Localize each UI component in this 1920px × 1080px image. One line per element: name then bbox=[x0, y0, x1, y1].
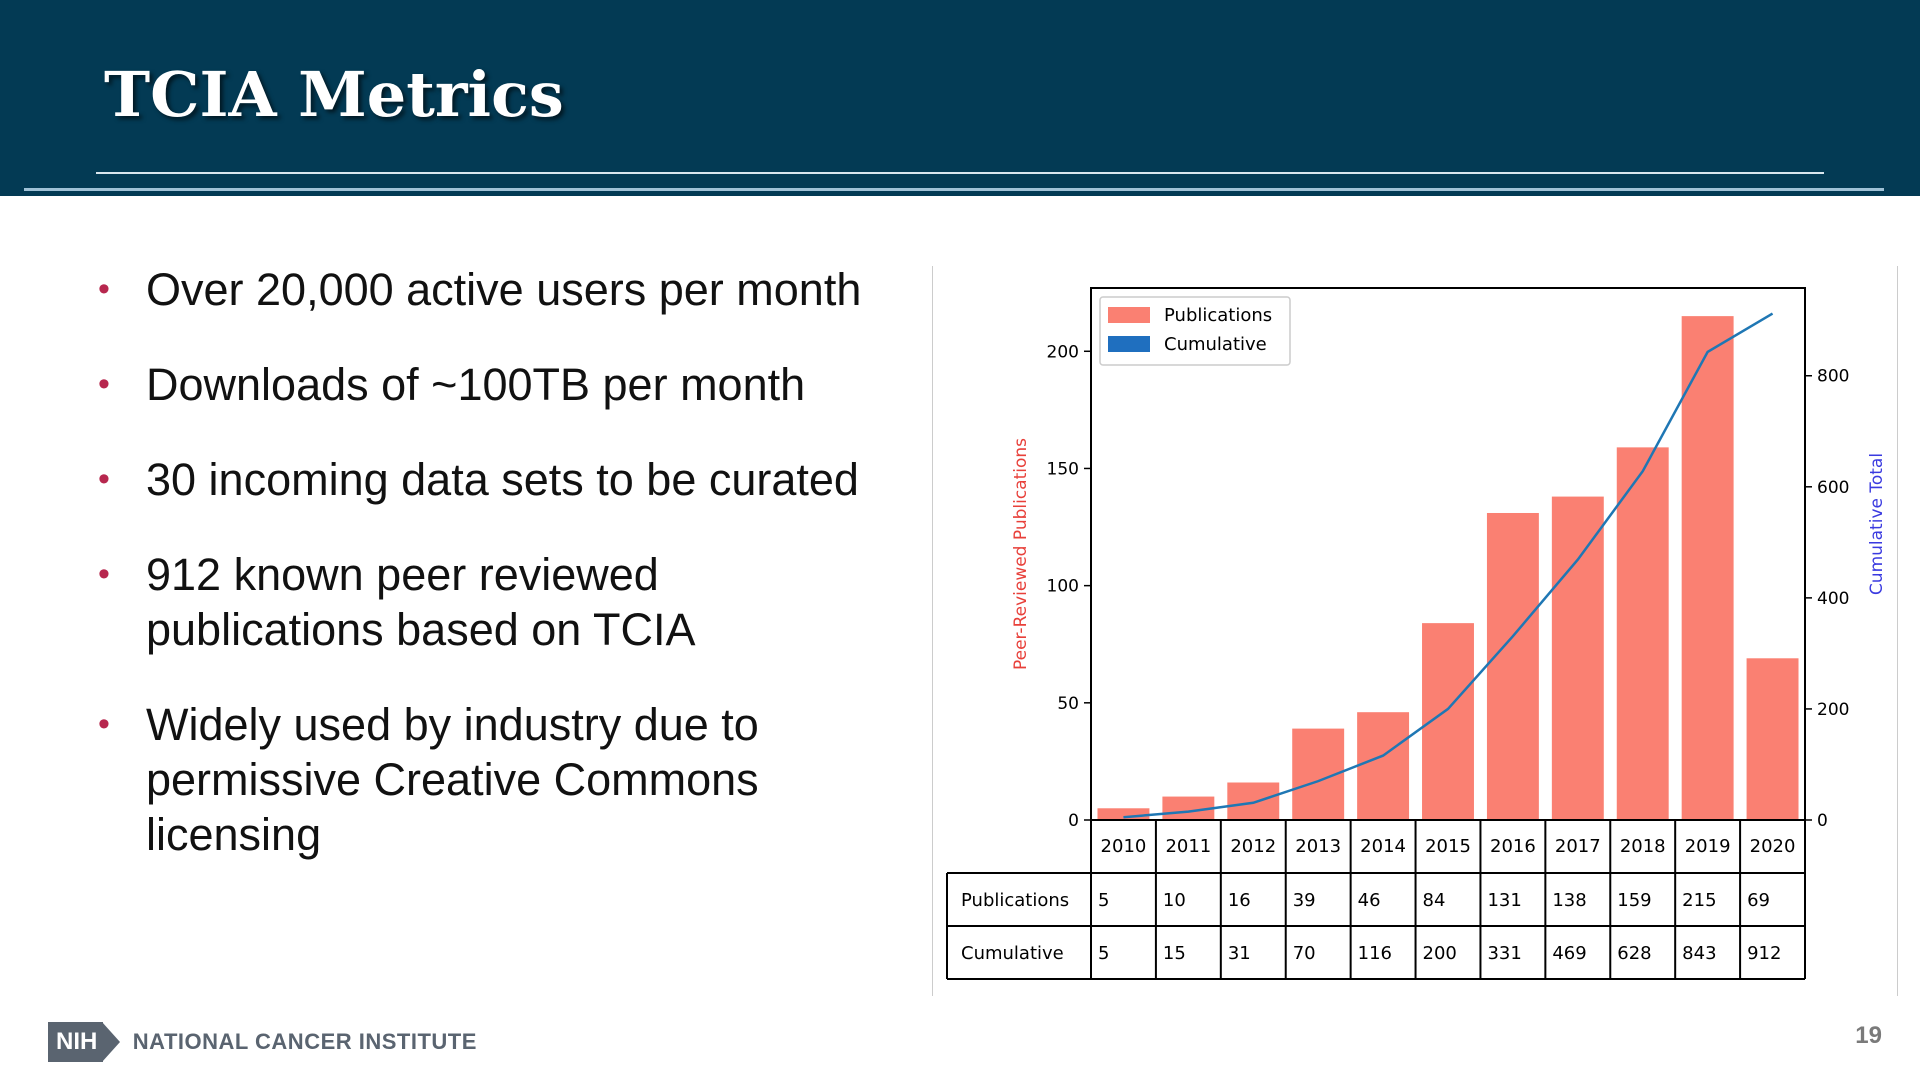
table-cell: 912 bbox=[1747, 943, 1781, 964]
bullet-marker: • bbox=[98, 365, 110, 403]
table-cell: 39 bbox=[1293, 890, 1316, 911]
table-cell: 200 bbox=[1423, 943, 1457, 964]
x-tick-label-2020: 2020 bbox=[1750, 836, 1796, 857]
bullet-marker: • bbox=[98, 705, 110, 743]
right-tick-label: 800 bbox=[1817, 367, 1849, 387]
bar-2012 bbox=[1227, 782, 1280, 820]
title-divider bbox=[96, 172, 1824, 174]
legend-swatch-cumulative bbox=[1108, 336, 1150, 352]
right-tick-label: 600 bbox=[1817, 478, 1849, 498]
chart-border-left bbox=[932, 266, 933, 996]
x-tick-label-2011: 2011 bbox=[1165, 836, 1211, 857]
bar-2016 bbox=[1486, 512, 1539, 820]
table-cell: 215 bbox=[1682, 890, 1716, 911]
bullet-marker: • bbox=[98, 555, 110, 593]
x-tick-label-2017: 2017 bbox=[1555, 836, 1601, 857]
bar-2010 bbox=[1097, 808, 1150, 820]
bar-2011 bbox=[1162, 796, 1215, 820]
nci-footer-logo: NIH NATIONAL CANCER INSTITUTE bbox=[48, 1022, 477, 1062]
bar-2017 bbox=[1551, 496, 1604, 820]
title-bar: TCIA Metrics bbox=[0, 0, 1920, 196]
legend-swatch-publications bbox=[1108, 307, 1150, 323]
table-cell: 31 bbox=[1228, 943, 1251, 964]
nih-logo-arrow-icon bbox=[102, 1022, 121, 1062]
bullet-item: • Widely used by industry due to permissi… bbox=[96, 697, 876, 862]
x-tick-label-2019: 2019 bbox=[1685, 836, 1731, 857]
bullet-text: Widely used by industry due to permissiv… bbox=[146, 699, 759, 860]
table-cell: 84 bbox=[1423, 890, 1446, 911]
table-cell: 5 bbox=[1098, 890, 1109, 911]
bullet-item: • 30 incoming data sets to be curated bbox=[96, 452, 876, 507]
bullet-text: Over 20,000 active users per month bbox=[146, 264, 862, 315]
bar-2020 bbox=[1746, 658, 1799, 820]
left-tick-label: 200 bbox=[1047, 342, 1079, 362]
table-cell: 116 bbox=[1358, 943, 1392, 964]
bullet-text: Downloads of ~100TB per month bbox=[146, 359, 806, 410]
bullet-marker: • bbox=[98, 270, 110, 308]
table-cell: 5 bbox=[1098, 943, 1109, 964]
x-tick-label-2012: 2012 bbox=[1230, 836, 1276, 857]
x-tick-label-2014: 2014 bbox=[1360, 836, 1406, 857]
footer-org-name: NATIONAL CANCER INSTITUTE bbox=[132, 1029, 477, 1054]
bullet-marker: • bbox=[98, 460, 110, 498]
legend-label-publications: Publications bbox=[1164, 305, 1272, 326]
nih-logo: NIH bbox=[48, 1022, 104, 1062]
publications-chart: 0 50 100 150 200 0 200 400 600 800 Peer-Reviewed P… bbox=[946, 287, 1887, 980]
table-cell: 70 bbox=[1293, 943, 1316, 964]
table-cell: 138 bbox=[1552, 890, 1586, 911]
chart-border-right bbox=[1897, 266, 1898, 996]
left-tick-label: 0 bbox=[1068, 811, 1079, 831]
table-row-label: Publications bbox=[961, 890, 1069, 911]
bullet-item: • Over 20,000 active users per month bbox=[96, 262, 876, 317]
bullet-text: 912 known peer reviewed publications bas… bbox=[146, 549, 696, 655]
x-tick-label-2010: 2010 bbox=[1101, 836, 1147, 857]
title-underline bbox=[24, 188, 1884, 191]
slide-title: TCIA Metrics bbox=[104, 58, 564, 131]
bullet-item: • Downloads of ~100TB per month bbox=[96, 357, 876, 412]
right-tick-label: 400 bbox=[1817, 589, 1849, 609]
x-tick-label-2013: 2013 bbox=[1295, 836, 1341, 857]
table-cell: 15 bbox=[1163, 943, 1186, 964]
plot-frame bbox=[1090, 287, 1806, 821]
x-tick-label-2018: 2018 bbox=[1620, 836, 1666, 857]
legend-label-cumulative: Cumulative bbox=[1164, 334, 1267, 355]
bar-2019 bbox=[1681, 316, 1734, 820]
left-tick-label: 150 bbox=[1047, 459, 1079, 479]
table-cell: 46 bbox=[1358, 890, 1381, 911]
x-tick-label-2016: 2016 bbox=[1490, 836, 1536, 857]
table-cell: 16 bbox=[1228, 890, 1251, 911]
table-row-label: Cumulative bbox=[961, 943, 1064, 964]
bullet-item: • 912 known peer reviewed publications ba… bbox=[96, 547, 876, 657]
table-cell: 843 bbox=[1682, 943, 1716, 964]
right-tick-label: 200 bbox=[1817, 700, 1849, 720]
table-cell: 69 bbox=[1747, 890, 1770, 911]
bar-2018 bbox=[1616, 447, 1669, 820]
table-cell: 10 bbox=[1163, 890, 1186, 911]
bullet-list: • Over 20,000 active users per month • Dow… bbox=[96, 262, 876, 902]
left-tick-label: 100 bbox=[1047, 577, 1079, 597]
bullet-text: 30 incoming data sets to be curated bbox=[146, 454, 859, 505]
table-cell: 628 bbox=[1617, 943, 1651, 964]
y-axis-label: Peer-Reviewed Publications bbox=[1011, 438, 1031, 670]
table-cell: 159 bbox=[1617, 890, 1651, 911]
table-cell: 469 bbox=[1552, 943, 1586, 964]
bar-2014 bbox=[1357, 712, 1410, 820]
left-tick-label: 50 bbox=[1057, 694, 1079, 714]
x-tick-label-2015: 2015 bbox=[1425, 836, 1471, 857]
page-number: 19 bbox=[1855, 1022, 1882, 1049]
table-cell: 131 bbox=[1487, 890, 1521, 911]
table-cell: 331 bbox=[1487, 943, 1521, 964]
right-tick-label: 0 bbox=[1817, 811, 1828, 831]
y2-axis-label: Cumulative Total bbox=[1867, 453, 1887, 595]
